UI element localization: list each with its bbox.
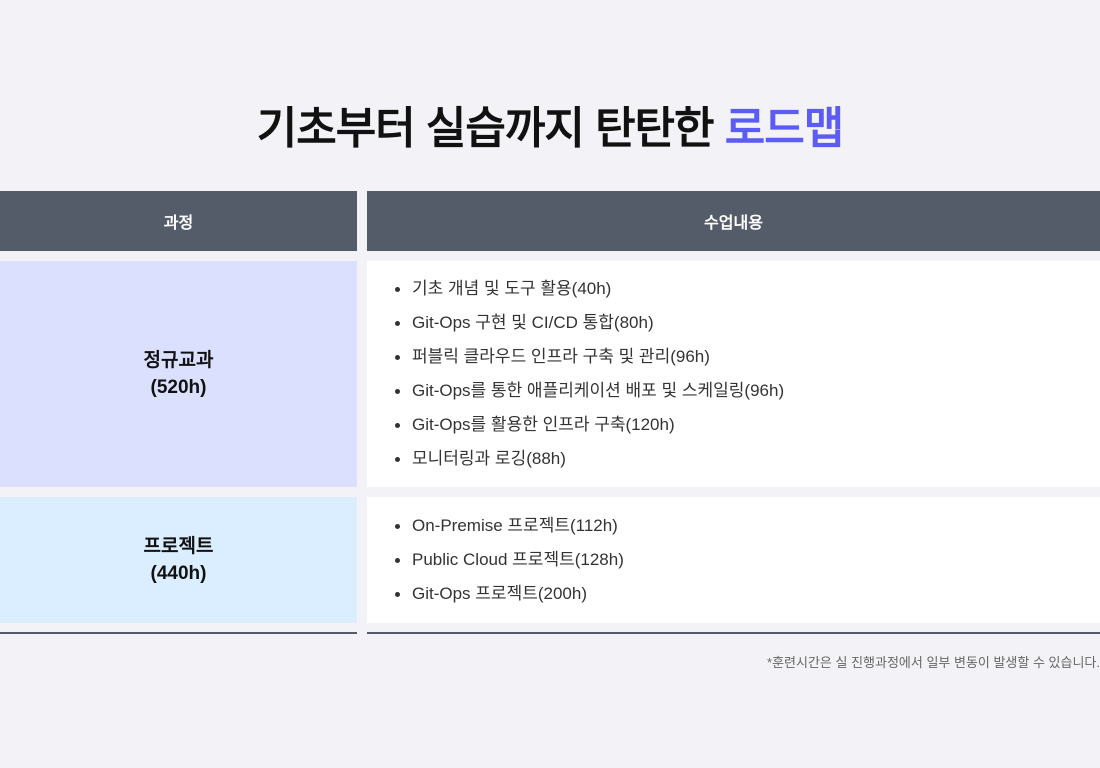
item-text: Public Cloud 프로젝트(128h) [412, 550, 624, 569]
list-item: Git-Ops 프로젝트(200h) [395, 577, 1100, 611]
course-regular: 정규교과 (520h) [0, 261, 357, 487]
bullet-icon [395, 591, 400, 597]
bullet-icon [395, 422, 400, 428]
content-regular: 기초 개념 및 도구 활용(40h) Git-Ops 구현 및 CI/CD 통합… [367, 261, 1100, 487]
bullet-icon [395, 388, 400, 394]
list-item: 기초 개념 및 도구 활용(40h) [395, 272, 1100, 306]
title-main: 기초부터 실습까지 탄탄한 [256, 104, 715, 153]
list-item: Public Cloud 프로젝트(128h) [395, 543, 1100, 577]
bullet-icon [395, 557, 400, 563]
list-item: On-Premise 프로젝트(112h) [395, 509, 1100, 543]
header-content: 수업내용 [367, 191, 1100, 251]
course-name: 프로젝트 [143, 536, 214, 557]
item-text: Git-Ops를 활용한 인프라 구축(120h) [412, 415, 675, 434]
course-hours: (520h) [150, 377, 207, 398]
content-project: On-Premise 프로젝트(112h) Public Cloud 프로젝트(… [367, 497, 1100, 623]
table-bottom-rule [0, 632, 357, 634]
item-text: 기초 개념 및 도구 활용(40h) [412, 279, 612, 298]
course-hours: (440h) [150, 563, 207, 584]
footnote: *훈련시간은 실 진행과정에서 일부 변동이 발생할 수 있습니다. [767, 655, 1100, 670]
item-text: 모니터링과 로깅(88h) [412, 449, 566, 468]
bullet-icon [395, 354, 400, 360]
course-project: 프로젝트 (440h) [0, 497, 357, 623]
item-text: Git-Ops 구현 및 CI/CD 통합(80h) [412, 313, 654, 332]
item-text: On-Premise 프로젝트(112h) [412, 516, 618, 535]
list-item: 모니터링과 로깅(88h) [395, 442, 1100, 476]
table-bottom-rule [367, 632, 1100, 634]
header-course: 과정 [0, 191, 357, 251]
bullet-icon [395, 286, 400, 292]
list-item: Git-Ops를 활용한 인프라 구축(120h) [395, 408, 1100, 442]
list-item: 퍼블릭 클라우드 인프라 구축 및 관리(96h) [395, 340, 1100, 374]
bullet-icon [395, 320, 400, 326]
list-item: Git-Ops 구현 및 CI/CD 통합(80h) [395, 306, 1100, 340]
page-title: 기초부터 실습까지 탄탄한 로드맵 [0, 92, 1100, 156]
item-text: 퍼블릭 클라우드 인프라 구축 및 관리(96h) [412, 347, 710, 366]
item-text: Git-Ops 프로젝트(200h) [412, 584, 587, 603]
title-accent: 로드맵 [724, 104, 844, 153]
bullet-icon [395, 523, 400, 529]
course-name: 정규교과 [143, 350, 214, 371]
item-text: Git-Ops를 통한 애플리케이션 배포 및 스케일링(96h) [412, 381, 785, 400]
list-item: Git-Ops를 통한 애플리케이션 배포 및 스케일링(96h) [395, 374, 1100, 408]
bullet-icon [395, 456, 400, 462]
